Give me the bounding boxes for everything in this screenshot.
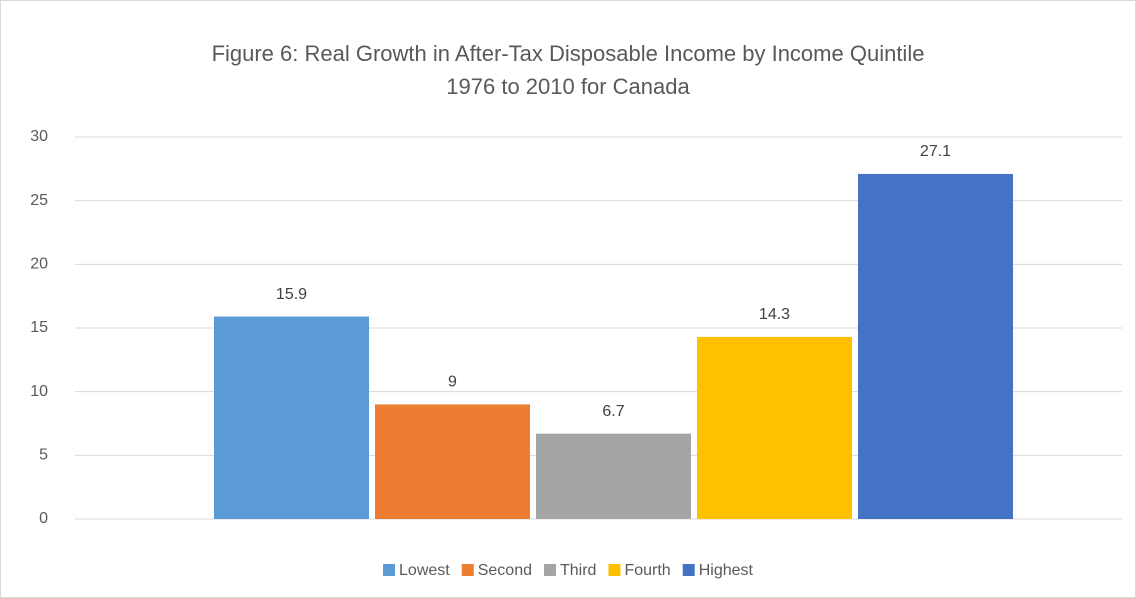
bar [214,316,369,519]
chart-title: Figure 6: Real Growth in After-Tax Dispo… [212,41,925,66]
legend-swatch [682,564,695,576]
legend-label: Fourth [624,562,670,579]
legend-label: Highest [699,562,754,579]
bar [697,336,852,519]
legend-swatch [383,564,396,576]
legend-swatch [608,564,621,576]
data-label: 6.7 [602,403,624,420]
y-tick-label: 25 [30,192,48,209]
data-label: 14.3 [759,306,790,323]
y-tick-label: 15 [30,319,48,336]
legend-swatch [461,564,474,576]
data-label: 15.9 [276,286,307,303]
data-label: 27.1 [920,143,951,160]
legend-label: Second [478,562,532,579]
y-tick-label: 30 [30,128,48,145]
legend-swatch [544,564,557,576]
legend-label: Third [560,562,596,579]
bar [858,173,1013,519]
y-tick-label: 20 [30,256,48,273]
bar [375,404,530,519]
y-tick-label: 0 [39,510,48,527]
y-tick-label: 10 [30,383,48,400]
data-label: 9 [448,374,457,391]
y-tick-label: 5 [39,447,48,464]
bar [536,433,691,519]
chart-title: 1976 to 2010 for Canada [446,74,690,99]
legend-label: Lowest [399,562,450,579]
